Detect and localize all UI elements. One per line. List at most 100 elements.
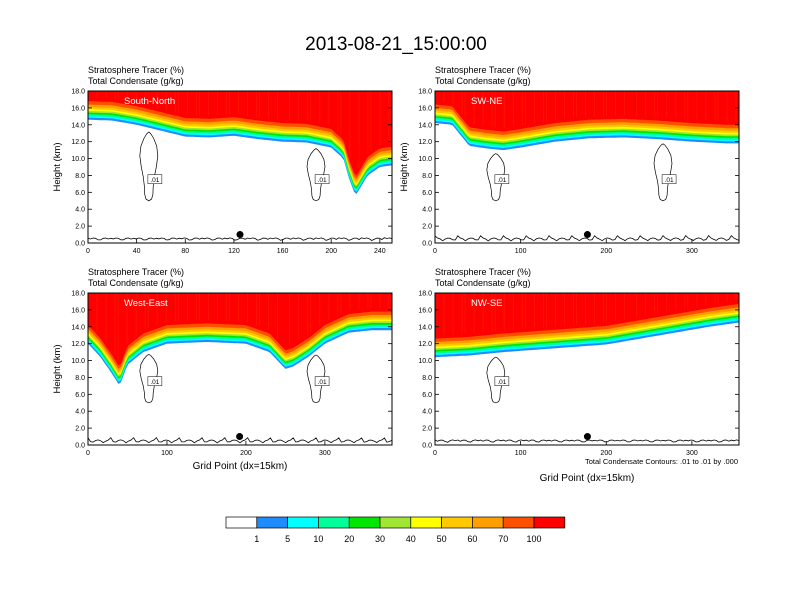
contour-label: .01 <box>150 177 159 184</box>
y-tick-label: 12.0 <box>71 341 85 348</box>
panel-header-condensate: Total Condensate (g/kg) <box>88 278 184 288</box>
y-tick-label: 2.0 <box>75 426 85 433</box>
tracer-band-100 <box>435 293 739 339</box>
contour-label: .01 <box>497 379 506 386</box>
x-tick-label: 0 <box>433 450 437 457</box>
contour-label: .01 <box>150 379 159 386</box>
y-axis-label: Height (km) <box>52 142 63 191</box>
x-tick-label: 200 <box>325 248 337 255</box>
y-tick-label: 8.0 <box>75 375 85 382</box>
y-tick-label: 4.0 <box>422 409 432 416</box>
panel-header-condensate: Total Condensate (g/kg) <box>435 76 531 86</box>
y-tick-label: 4.0 <box>422 207 432 214</box>
x-tick-label: 100 <box>515 248 527 255</box>
colorbar-cell <box>441 516 473 529</box>
y-tick-label: 2.0 <box>422 426 432 433</box>
colorbar-cell <box>533 516 566 529</box>
y-tick-label: 4.0 <box>75 207 85 214</box>
colorbar: 1 5 10 20 30 40 50 60 70 100 <box>225 516 566 544</box>
condensate-contour <box>306 354 326 404</box>
colorbar-label: 50 <box>437 534 447 544</box>
y-tick-label: 0.0 <box>422 443 432 450</box>
colorbar-label: 100 <box>526 534 541 544</box>
y-tick-label: 4.0 <box>75 409 85 416</box>
panel-header-tracer: Stratosphere Tracer (%) <box>435 267 531 277</box>
y-tick-label: 12.0 <box>418 139 432 146</box>
panel-4: Stratosphere Tracer (%)Total Condensate … <box>418 267 740 484</box>
tracer-band-100 <box>435 91 739 132</box>
location-marker <box>583 231 591 239</box>
x-tick-label: 80 <box>181 248 189 255</box>
condensate-contour <box>486 356 506 404</box>
y-tick-label: 18.0 <box>71 89 85 96</box>
terrain-line <box>88 437 392 444</box>
x-tick-label: 0 <box>86 450 90 457</box>
y-tick-label: 6.0 <box>422 190 432 197</box>
y-tick-label: 6.0 <box>75 190 85 197</box>
plot-area: .01 .01 <box>88 293 392 445</box>
plot-area: .01 .01 <box>88 91 392 243</box>
figure-title: 2013-08-21_15:00:00 <box>305 34 487 55</box>
y-tick-label: 2.0 <box>422 224 432 231</box>
y-tick-label: 14.0 <box>71 324 85 331</box>
y-tick-label: 14.0 <box>418 324 432 331</box>
y-tick-label: 16.0 <box>418 105 432 112</box>
location-marker <box>236 231 244 239</box>
contour-label: .01 <box>318 379 327 386</box>
y-tick-label: 12.0 <box>71 139 85 146</box>
contour-label: .01 <box>497 177 506 184</box>
tracer-band-100 <box>88 293 392 366</box>
y-axis-label: Height (km) <box>399 142 410 191</box>
y-tick-label: 8.0 <box>422 173 432 180</box>
panel-header-tracer: Stratosphere Tracer (%) <box>88 267 184 277</box>
y-tick-label: 0.0 <box>75 241 85 248</box>
condensate-contour <box>139 353 159 404</box>
y-tick-label: 0.0 <box>422 241 432 248</box>
contour-label: .01 <box>665 177 674 184</box>
terrain-line <box>435 439 739 443</box>
y-tick-label: 14.0 <box>71 122 85 129</box>
x-tick-label: 40 <box>133 248 141 255</box>
contour-label: .01 <box>318 177 327 184</box>
panel-header-condensate: Total Condensate (g/kg) <box>435 278 531 288</box>
condensate-contour <box>653 143 673 202</box>
panel-label: NW-SE <box>471 298 503 309</box>
terrain-line <box>435 234 739 242</box>
panel-header-tracer: Stratosphere Tracer (%) <box>435 65 531 75</box>
x-tick-label: 100 <box>515 450 527 457</box>
x-tick-label: 200 <box>240 450 252 457</box>
plot-frame <box>434 90 740 244</box>
x-tick-label: 100 <box>161 450 173 457</box>
x-axis-label: Grid Point (dx=15km) <box>540 473 635 484</box>
y-tick-label: 6.0 <box>75 392 85 399</box>
y-tick-label: 8.0 <box>75 173 85 180</box>
y-tick-label: 12.0 <box>418 341 432 348</box>
x-axis-label: Grid Point (dx=15km) <box>193 461 288 472</box>
x-tick-label: 120 <box>228 248 240 255</box>
y-tick-label: 8.0 <box>422 375 432 382</box>
plot-area: .01 <box>435 293 739 445</box>
colorbar-label: 40 <box>406 534 416 544</box>
location-marker <box>583 433 591 441</box>
y-axis-label: Height (km) <box>52 344 63 393</box>
panel-header-condensate: Total Condensate (g/kg) <box>88 76 184 86</box>
colorbar-label: 20 <box>344 534 354 544</box>
panels: Stratosphere Tracer (%)Total Condensate … <box>52 65 740 484</box>
panel-header-tracer: Stratosphere Tracer (%) <box>88 65 184 75</box>
condensate-contour <box>306 148 326 202</box>
x-tick-label: 0 <box>86 248 90 255</box>
tracer-band-100 <box>88 91 392 176</box>
condensate-contour <box>139 131 159 202</box>
panel-1: Stratosphere Tracer (%)Total Condensate … <box>52 65 393 255</box>
contour-note: Total Condensate Contours: .01 to .01 by… <box>585 457 738 466</box>
y-tick-label: 18.0 <box>418 89 432 96</box>
y-tick-label: 10.0 <box>418 156 432 163</box>
panel-label: South-North <box>124 96 175 107</box>
x-tick-label: 160 <box>277 248 289 255</box>
plot-area: .01 .01 <box>435 91 739 243</box>
colorbar-label: 1 <box>254 534 259 544</box>
x-tick-label: 300 <box>686 248 698 255</box>
y-tick-label: 16.0 <box>71 105 85 112</box>
location-marker <box>236 433 244 441</box>
